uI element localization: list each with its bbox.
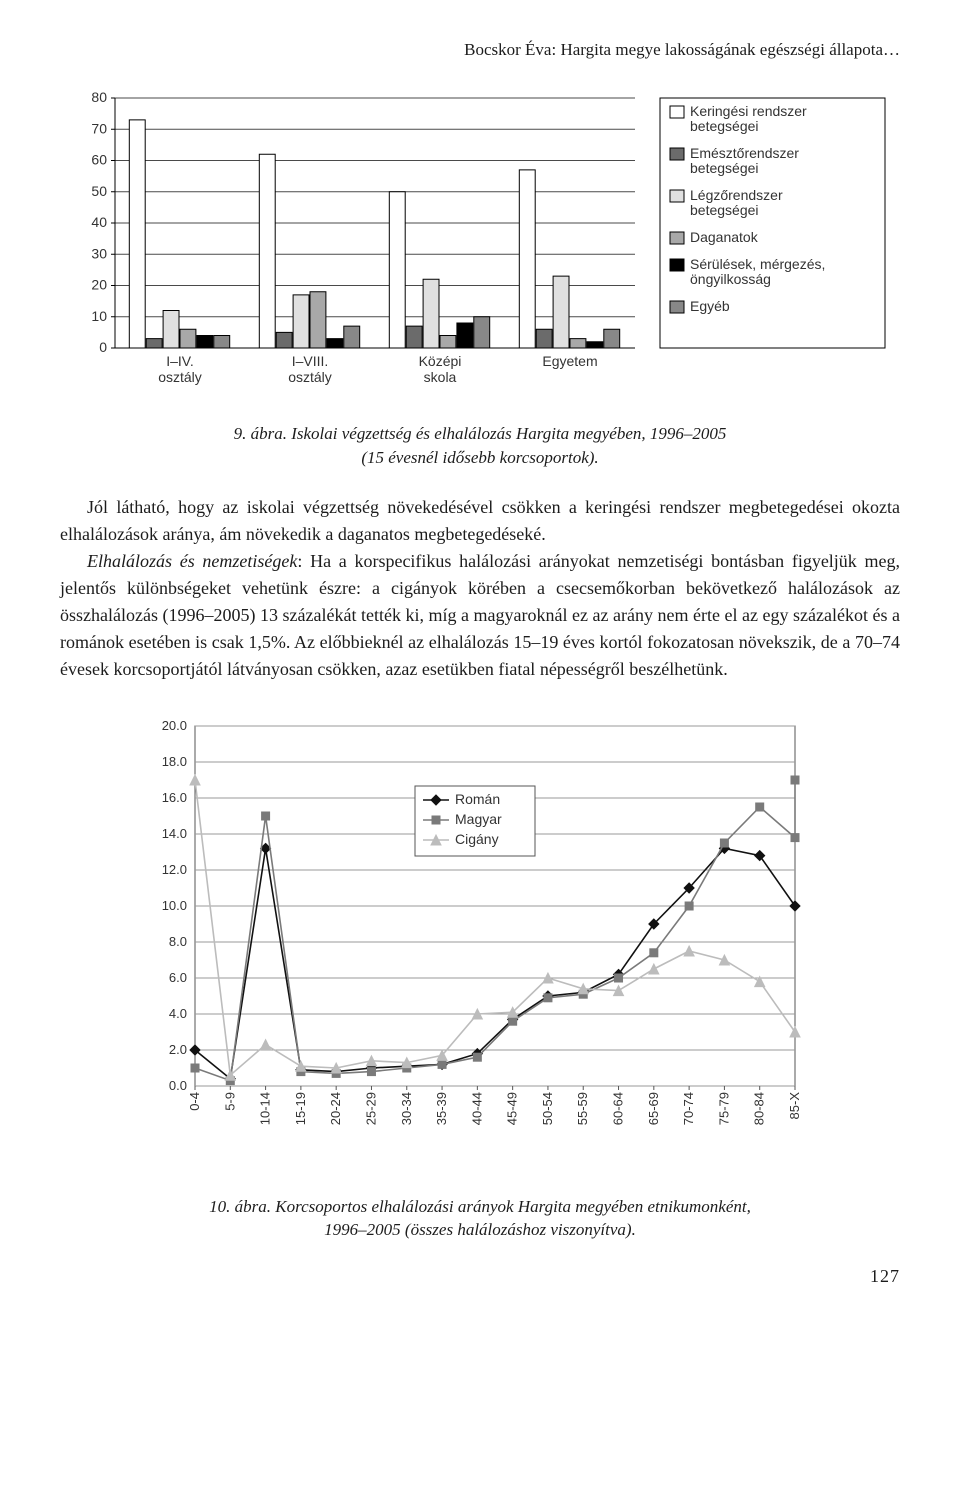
- svg-text:8.0: 8.0: [169, 934, 187, 949]
- svg-text:40: 40: [91, 214, 107, 230]
- svg-text:5-9: 5-9: [222, 1092, 237, 1111]
- svg-text:Magyar: Magyar: [455, 811, 502, 827]
- page-number: 127: [60, 1266, 900, 1287]
- svg-text:20: 20: [91, 277, 107, 293]
- svg-text:0: 0: [99, 339, 107, 355]
- svg-text:betegségei: betegségei: [690, 118, 759, 134]
- svg-text:Sérülések, mérgezés,: Sérülések, mérgezés,: [690, 256, 825, 272]
- svg-text:Cigány: Cigány: [455, 831, 499, 847]
- svg-text:6.0: 6.0: [169, 970, 187, 985]
- svg-text:0-4: 0-4: [187, 1092, 202, 1111]
- svg-text:I–VIII.: I–VIII.: [292, 353, 329, 369]
- running-head: Bocskor Éva: Hargita megye lakosságának …: [60, 40, 900, 60]
- svg-text:50: 50: [91, 183, 107, 199]
- svg-text:55-59: 55-59: [575, 1092, 590, 1125]
- svg-text:10: 10: [91, 308, 107, 324]
- svg-text:18.0: 18.0: [162, 754, 187, 769]
- svg-text:40-44: 40-44: [469, 1092, 484, 1125]
- svg-text:80: 80: [91, 89, 107, 105]
- figure-10-caption: 10. ábra. Korcsoportos elhalálozási arán…: [60, 1195, 900, 1243]
- svg-text:Keringési rendszer: Keringési rendszer: [690, 103, 807, 119]
- svg-text:30-34: 30-34: [399, 1092, 414, 1125]
- figure-10: 0.0 2.0 4.0 6.0 8.0 10.0 12.0 14.0 16.0 18.0 20.0 0…: [60, 711, 900, 1181]
- svg-text:30: 30: [91, 245, 107, 261]
- svg-text:osztály: osztály: [288, 369, 332, 385]
- svg-text:20-24: 20-24: [328, 1092, 343, 1125]
- svg-text:10-14: 10-14: [258, 1092, 273, 1125]
- svg-text:10.0: 10.0: [162, 898, 187, 913]
- svg-text:65-69: 65-69: [646, 1092, 661, 1125]
- svg-text:25-29: 25-29: [363, 1092, 378, 1125]
- svg-text:2.0: 2.0: [169, 1042, 187, 1057]
- figure-9-caption: 9. ábra. Iskolai végzettség és elhaláloz…: [60, 422, 900, 470]
- svg-text:35-39: 35-39: [434, 1092, 449, 1125]
- svg-text:osztály: osztály: [158, 369, 202, 385]
- svg-text:16.0: 16.0: [162, 790, 187, 805]
- svg-text:70-74: 70-74: [681, 1092, 696, 1125]
- svg-text:4.0: 4.0: [169, 1006, 187, 1021]
- svg-text:15-19: 15-19: [293, 1092, 308, 1125]
- svg-text:50-54: 50-54: [540, 1092, 555, 1125]
- svg-text:Egyetem: Egyetem: [542, 353, 597, 369]
- svg-text:Daganatok: Daganatok: [690, 229, 759, 245]
- svg-text:14.0: 14.0: [162, 826, 187, 841]
- svg-text:skola: skola: [424, 369, 457, 385]
- svg-text:I–IV.: I–IV.: [166, 353, 194, 369]
- svg-text:Középi: Középi: [419, 353, 462, 369]
- svg-text:70: 70: [91, 120, 107, 136]
- svg-text:85-X: 85-X: [787, 1091, 802, 1119]
- svg-text:45-49: 45-49: [505, 1092, 520, 1125]
- svg-text:betegségei: betegségei: [690, 202, 759, 218]
- svg-text:öngyilkosság: öngyilkosság: [690, 271, 771, 287]
- svg-text:60: 60: [91, 152, 107, 168]
- svg-text:20.0: 20.0: [162, 718, 187, 733]
- svg-text:Légzőrendszer: Légzőrendszer: [690, 187, 783, 203]
- svg-text:Román: Román: [455, 791, 500, 807]
- svg-text:Egyéb: Egyéb: [690, 298, 730, 314]
- svg-text:60-64: 60-64: [611, 1092, 626, 1125]
- svg-text:betegségei: betegségei: [690, 160, 759, 176]
- svg-text:12.0: 12.0: [162, 862, 187, 877]
- svg-text:80-84: 80-84: [752, 1092, 767, 1125]
- figure-9: 01020304050607080I–IV.osztályI–VIII.oszt…: [60, 88, 900, 408]
- svg-text:Emésztőrendszer: Emésztőrendszer: [690, 145, 799, 161]
- svg-text:75-79: 75-79: [716, 1092, 731, 1125]
- body-paragraph: Jól látható, hogy az iskolai végzettség …: [60, 494, 900, 683]
- svg-text:0.0: 0.0: [169, 1078, 187, 1093]
